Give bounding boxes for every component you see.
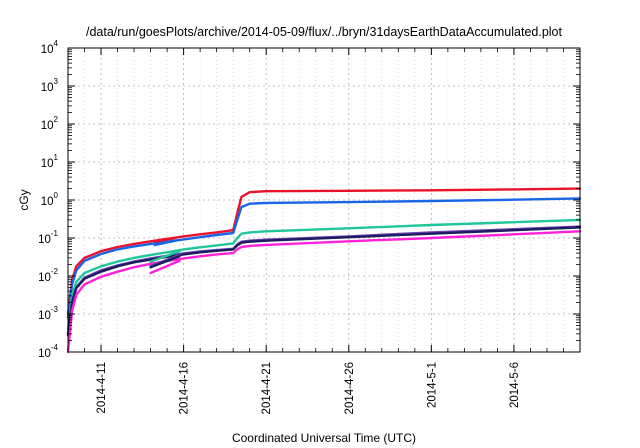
x-tick-label: 2014-5-1	[426, 362, 438, 408]
x-axis-label: Coordinated Universal Time (UTC)	[232, 431, 416, 445]
series-line-11	[149, 255, 181, 269]
y-tick-label: 104	[41, 39, 59, 56]
y-tick-label: 101	[41, 153, 59, 170]
y-axis: 10-4 10-3 10-2 10-1 100 101 102 103 104	[38, 39, 580, 360]
series-line-9	[149, 249, 181, 263]
x-tick-label: 2014-5-6	[509, 362, 521, 408]
series-layer	[66, 187, 582, 354]
x-tick-label: 2014-4-11	[96, 362, 108, 414]
y-tick-label: 10-4	[38, 343, 58, 360]
y-axis-label: cGy	[17, 189, 31, 210]
y-tick-label: 102	[41, 115, 59, 132]
series-line-12	[149, 259, 181, 275]
series-line-3	[66, 218, 582, 331]
x-tick-label: 2014-4-26	[344, 362, 356, 414]
chart-title: /data/run/goesPlots/archive/2014-05-09/f…	[86, 25, 562, 39]
series-line-6	[66, 230, 582, 354]
x-tick-label: 2014-4-21	[261, 362, 273, 414]
y-tick-label: 10-2	[38, 267, 58, 284]
series-line-1	[66, 187, 582, 316]
series-line-5	[66, 226, 582, 337]
series-line-7	[153, 236, 177, 243]
y-tick-label: 100	[41, 191, 59, 208]
x-axis: 2014-4-11 2014-4-16 2014-4-21 2014-4-26 2014…	[67, 48, 581, 414]
y-tick-label: 10-1	[38, 229, 58, 246]
y-tick-label: 103	[41, 77, 59, 94]
series-line-2	[66, 197, 582, 319]
y-tick-label: 10-3	[38, 305, 58, 322]
x-tick-label: 2014-4-16	[179, 362, 191, 414]
series-line-8	[153, 239, 177, 247]
